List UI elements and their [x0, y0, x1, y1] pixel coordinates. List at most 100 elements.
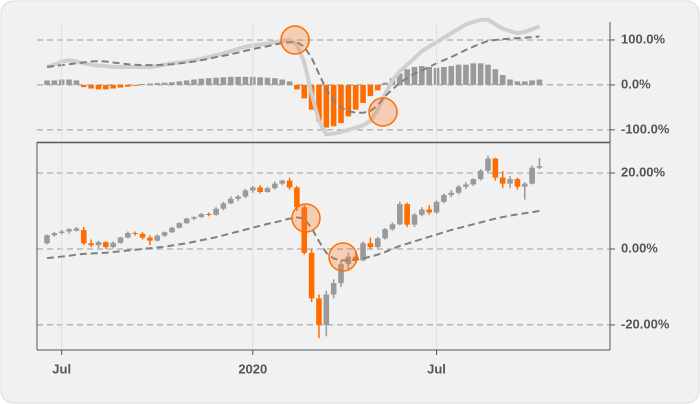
histogram-bar [169, 82, 175, 85]
histogram-bar [492, 69, 499, 85]
histogram-bar [330, 84, 337, 127]
histogram-bar [44, 80, 50, 85]
histogram-bar [448, 66, 455, 85]
histogram-bar [419, 66, 425, 85]
histogram-bar [455, 64, 462, 85]
histogram-bar [286, 81, 293, 85]
candle-body [242, 190, 249, 197]
y-tick-label: 0.00% [621, 240, 658, 255]
x-tick-label: 2020 [238, 361, 267, 376]
histogram-bar [66, 79, 72, 85]
histogram-bar [294, 84, 300, 90]
histogram-bar [183, 80, 190, 85]
candle-body [176, 223, 183, 228]
histogram-bar [411, 66, 418, 85]
candle-body [205, 214, 212, 216]
candle-body [507, 179, 513, 184]
candle-body [419, 209, 425, 215]
candle-body [514, 179, 521, 187]
candle-body [360, 243, 366, 261]
histogram-bar [73, 80, 80, 85]
candle-body [536, 166, 543, 168]
candle-body [227, 198, 234, 204]
histogram-bar [220, 77, 227, 85]
candle-body [294, 187, 300, 208]
histogram-bar [426, 66, 432, 85]
candle-body [110, 242, 116, 248]
histogram-bar [235, 76, 241, 85]
x-tick-label: Jul [427, 361, 446, 376]
histogram-bar [205, 78, 212, 85]
candle-body [117, 237, 124, 243]
histogram-bar [103, 84, 109, 90]
candle-body [470, 179, 477, 185]
histogram-bar [470, 63, 477, 85]
highlight-circle [280, 25, 310, 55]
histogram-bar [176, 81, 183, 85]
histogram-bar [51, 80, 58, 85]
candle-body [154, 235, 161, 241]
histogram-bar [88, 84, 94, 89]
histogram-bar [147, 83, 153, 85]
candle-body [345, 256, 352, 265]
candle-body [352, 256, 359, 261]
candle-body [264, 188, 271, 192]
highlights [280, 25, 398, 272]
histogram-bar [507, 79, 513, 85]
y-tick-label: 0.0% [621, 76, 651, 91]
candle-body [88, 243, 94, 246]
histogram-bar [477, 63, 484, 85]
histogram-bar [242, 76, 249, 85]
candle-body [463, 184, 469, 187]
candle-body [279, 180, 285, 184]
histogram-bar [279, 79, 285, 85]
histogram-bar [463, 64, 469, 85]
candle-body [301, 207, 308, 253]
candle-body [103, 242, 109, 248]
histogram-bar [499, 75, 506, 85]
candle-body [389, 224, 396, 230]
candle-body [404, 204, 410, 225]
histogram-bar [272, 78, 278, 85]
y-tick-label: 100.0% [621, 31, 666, 46]
histogram-bar [95, 84, 102, 90]
y-tick-label: -20.00% [621, 316, 670, 331]
histogram-bar [316, 84, 322, 121]
histogram-bar [374, 84, 381, 91]
histogram-bar [485, 64, 491, 85]
candle-body [411, 214, 418, 225]
histogram-bar [117, 84, 124, 88]
histogram-bar [227, 76, 234, 85]
histogram-bar [80, 84, 87, 88]
candle-body [441, 195, 447, 202]
histogram-bar [529, 80, 535, 85]
histogram-bar [367, 84, 374, 97]
candle-body [308, 252, 315, 299]
candle-body [323, 294, 330, 325]
histogram-bar [521, 81, 528, 85]
candle-body [367, 243, 374, 248]
histogram-bar [345, 84, 352, 117]
candle-body [257, 187, 263, 192]
indicator-line [46, 35, 540, 114]
histogram-bar [154, 83, 161, 85]
candle-body [73, 228, 80, 231]
candle-body [132, 233, 138, 235]
histogram-bar [213, 77, 219, 85]
candle-body [191, 217, 197, 219]
histogram-bar [441, 66, 447, 85]
candle-body [382, 229, 388, 239]
candle-body [397, 204, 403, 225]
candle-body [198, 214, 205, 218]
y-tick-label: 20.00% [621, 164, 666, 179]
histogram-bar [191, 79, 197, 85]
histogram-bar [536, 79, 543, 85]
candle-body [499, 177, 506, 184]
candle-body [448, 192, 455, 196]
candle-body [139, 233, 146, 238]
candle-body [433, 201, 440, 213]
histogram-bar [338, 84, 344, 124]
